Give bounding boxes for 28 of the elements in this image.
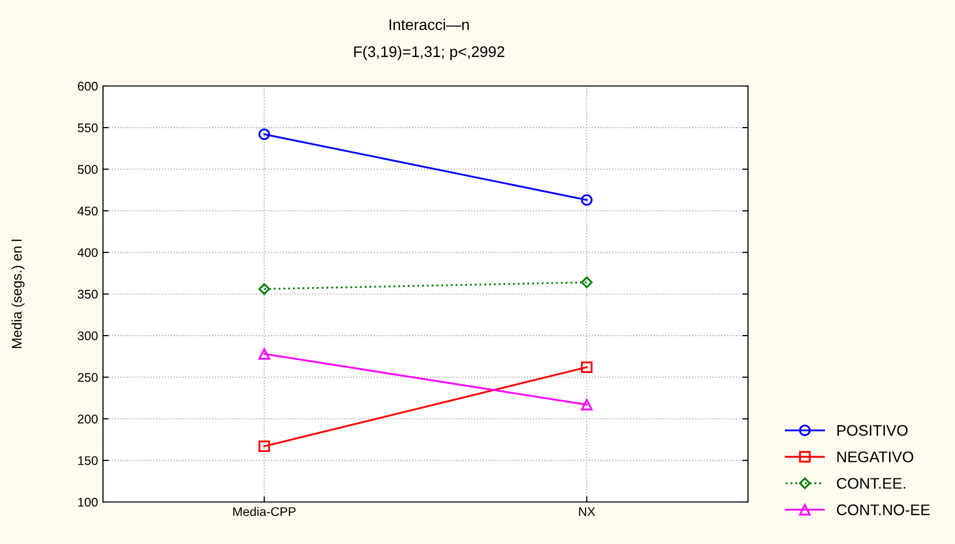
y-tick-label: 300 (78, 331, 98, 340)
chart-title: Interacci—n (390, 18, 469, 30)
point (580, 276, 593, 288)
y-tick-label: 350 (78, 290, 98, 299)
point (580, 194, 593, 206)
x-tick-label: Media-CPP (233, 506, 296, 516)
point (258, 283, 270, 295)
y-tick-label: 200 (78, 414, 98, 424)
y-tick-label: 100 (78, 498, 98, 507)
x-tick-label: NX (579, 507, 596, 516)
y-axis-title: Media (segs.) en l (12, 240, 24, 348)
point (258, 348, 270, 360)
legend-label: CONT.NO-EE (836, 504, 930, 516)
point (580, 361, 593, 373)
point (258, 440, 270, 452)
y-tick-label: 150 (78, 456, 98, 466)
legend-label: CONT.EE. (836, 478, 906, 489)
y-tick-label: 500 (78, 165, 98, 174)
legend-label: POSITIVO (837, 425, 908, 436)
point (580, 398, 593, 410)
y-tick-label: 550 (78, 123, 98, 132)
point (258, 128, 270, 140)
y-tick-label: 600 (78, 82, 98, 91)
y-tick-label: 400 (78, 248, 98, 258)
chart-subtitle: F(3,19)=1,31; p<,2992 (354, 46, 504, 60)
y-tick-label: 450 (78, 206, 98, 216)
y-tick-label: 250 (78, 373, 98, 382)
legend-label: NEGATIVO (837, 451, 914, 462)
